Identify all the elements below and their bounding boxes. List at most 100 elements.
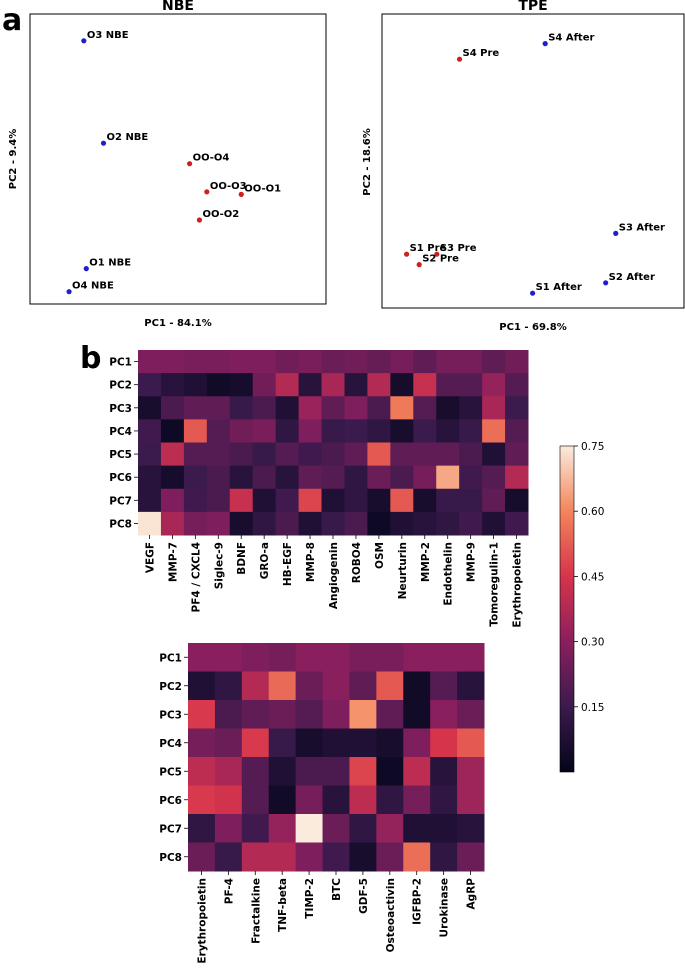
row-label: PC6 <box>109 472 132 484</box>
heatmap-cell <box>376 842 404 872</box>
heatmap-cell <box>275 419 300 443</box>
heatmap-cell <box>344 442 368 467</box>
heatmap-cell <box>160 488 185 513</box>
heatmap-cell <box>457 785 485 815</box>
heatmap-cell <box>252 350 277 374</box>
heatmap-cell <box>457 814 485 843</box>
point-label: OO-O1 <box>244 183 281 194</box>
heatmap-cell <box>188 728 216 758</box>
heatmap-cell <box>252 442 277 467</box>
heatmap-cell <box>349 643 377 672</box>
heatmap-cell <box>275 396 300 420</box>
heatmap-cell <box>430 814 458 843</box>
heatmap-cell <box>295 757 324 786</box>
heatmap-cell <box>436 488 460 513</box>
heatmap-cell <box>321 419 345 443</box>
point-label: O2 NBE <box>107 132 149 143</box>
row-label: PC8 <box>109 518 132 530</box>
heatmap-cell <box>322 757 350 786</box>
point-label: OO-O4 <box>193 153 230 164</box>
heatmap-cell <box>295 785 324 815</box>
heatmap-cell <box>403 728 431 758</box>
heatmap-cell <box>413 442 437 467</box>
heatmap-cell <box>206 419 231 443</box>
column-label: VEGF <box>144 542 156 573</box>
heatmap-cell <box>413 488 437 513</box>
point-label: S1 Pre <box>410 243 447 254</box>
heatmap-cell <box>344 396 368 420</box>
scatter-point <box>66 289 72 295</box>
scatter-point <box>434 251 440 257</box>
point-label: OO-O3 <box>210 181 247 192</box>
heatmap-cell <box>390 511 414 536</box>
heatmap-cell <box>505 396 529 420</box>
heatmap-cell <box>430 728 458 758</box>
heatmap-cell <box>367 350 391 374</box>
heatmap-cell <box>241 728 270 758</box>
scatter-point <box>81 38 87 44</box>
point-label: OO-O2 <box>202 209 239 220</box>
heatmap-cell <box>459 350 483 374</box>
heatmap-cell <box>138 396 162 420</box>
heatmap-cell <box>436 465 460 490</box>
heatmap-cell <box>413 465 437 490</box>
heatmap-cell <box>229 350 254 374</box>
column-label: Osteoactivin <box>385 878 397 952</box>
point-label: S4 Pre <box>463 48 500 59</box>
heatmap-cell <box>188 643 216 672</box>
heatmap-cell <box>206 442 231 467</box>
y-axis-label: PC2 - 9.4% <box>8 129 19 189</box>
heatmap-cell <box>322 671 350 701</box>
heatmap-cell <box>403 785 431 815</box>
heatmap-cell <box>390 419 414 443</box>
heatmap-cell <box>183 511 208 536</box>
heatmap-cell <box>322 785 350 815</box>
heatmap-cell <box>505 373 529 397</box>
heatmap-cell <box>390 350 414 374</box>
heatmap-cell <box>160 465 185 490</box>
heatmap-cell <box>376 728 404 758</box>
column-label: MMP-7 <box>167 542 179 582</box>
heatmap-cell <box>268 728 297 758</box>
point-label: S4 After <box>548 33 594 44</box>
heatmap-cell <box>482 442 506 467</box>
row-label: PC2 <box>159 681 182 693</box>
heatmap-cell <box>214 671 243 701</box>
heatmap-cell <box>183 465 208 490</box>
heatmap-cell <box>482 488 506 513</box>
scatter-point <box>187 161 193 167</box>
column-label: ROBO4 <box>351 542 363 583</box>
heatmap-cell <box>376 814 404 843</box>
heatmap-cell <box>268 671 297 701</box>
heatmap-cell <box>298 373 323 397</box>
scatter-point <box>416 262 422 268</box>
heatmap-cell <box>457 728 485 758</box>
heatmap-cell <box>413 419 437 443</box>
column-label: BTC <box>331 878 343 901</box>
column-label: AgRP <box>466 878 478 910</box>
heatmap-cell <box>390 442 414 467</box>
heatmap-cell <box>229 488 254 513</box>
heatmap-cell <box>459 511 483 536</box>
heatmap-cell <box>430 671 458 701</box>
heatmap-cell <box>252 396 277 420</box>
column-label: MMP-9 <box>466 542 478 582</box>
row-label: PC7 <box>109 495 132 507</box>
heatmap-cell <box>505 465 529 490</box>
heatmap-cell <box>138 350 162 374</box>
scatter-point <box>542 41 548 47</box>
column-label: Erythropoietin <box>196 878 208 964</box>
scatter-point <box>83 266 89 272</box>
column-label: HB-EGF <box>282 542 294 586</box>
heatmap-cell <box>229 373 254 397</box>
heatmap-cell <box>322 842 350 872</box>
scatter-point <box>613 230 619 236</box>
heatmap-cell <box>505 442 529 467</box>
heatmap-cell <box>457 757 485 786</box>
heatmap-cell <box>275 350 300 374</box>
heatmap-cell <box>241 671 270 701</box>
heatmap-cell <box>229 465 254 490</box>
heatmap-cell <box>344 419 368 443</box>
colorbar-ticks: 0.75 0.60 0.45 0.30 0.15 <box>574 441 604 714</box>
